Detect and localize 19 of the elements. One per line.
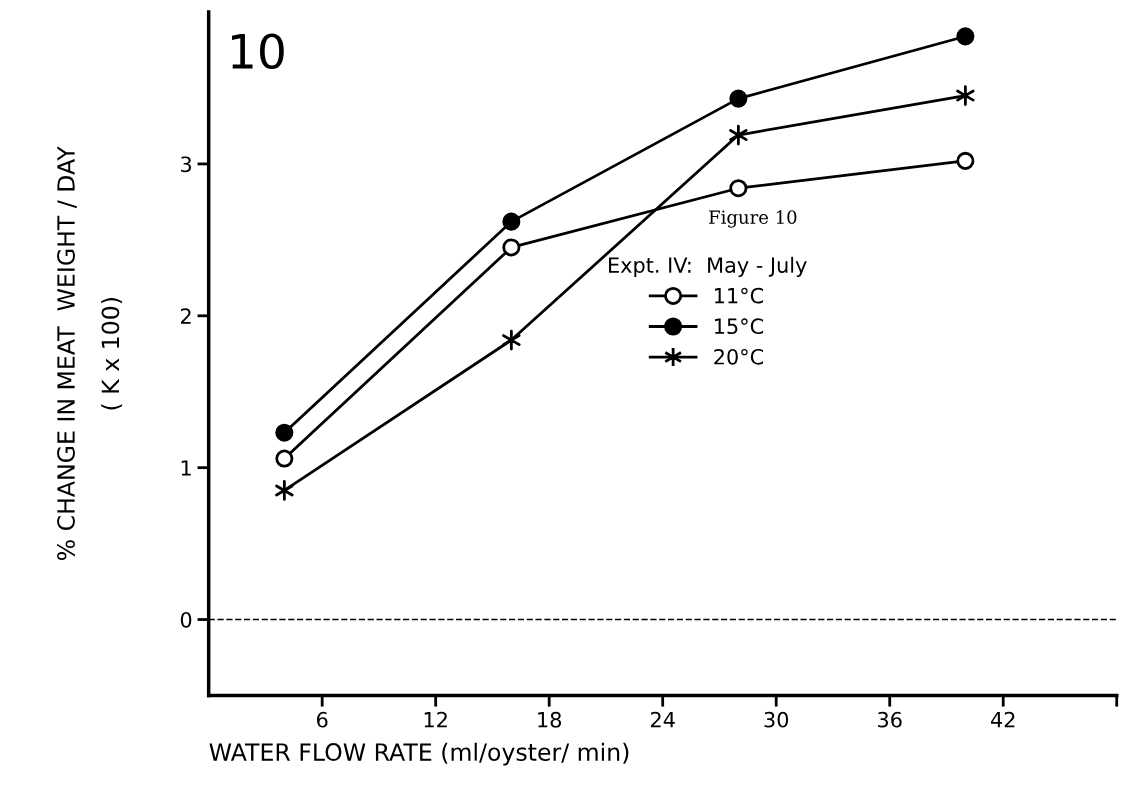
x-tick-label: 24 xyxy=(650,711,675,728)
y-tick-label: 2 xyxy=(180,308,191,324)
annotation: 10 xyxy=(232,33,284,70)
legend-title: Expt. IV: May - July xyxy=(609,256,807,277)
legend-label: 11°C xyxy=(715,287,764,304)
x-tick-label: 6 xyxy=(317,711,328,728)
y-tick-label: 3 xyxy=(181,156,192,173)
x-tick-label: 12 xyxy=(424,711,447,728)
y-tick-label: 0 xyxy=(180,611,192,628)
x-axis-title: WATER FLOW RATE (ml/oyster/ min) xyxy=(209,742,629,766)
y-tick-label: 1 xyxy=(181,460,191,476)
annotation: Figure 10 xyxy=(709,210,797,228)
legend-label: 20°C xyxy=(714,348,764,365)
x-tick-label: 18 xyxy=(538,711,562,728)
x-tick-label: 36 xyxy=(878,711,902,728)
y-axis-title: % CHANGE IN MEAT WEIGHT / DAY ( K x 100) xyxy=(57,146,123,560)
x-tick-label: 30 xyxy=(764,711,789,728)
x-tick-label: 42 xyxy=(990,711,1015,728)
legend-label: 15°C xyxy=(715,318,764,335)
